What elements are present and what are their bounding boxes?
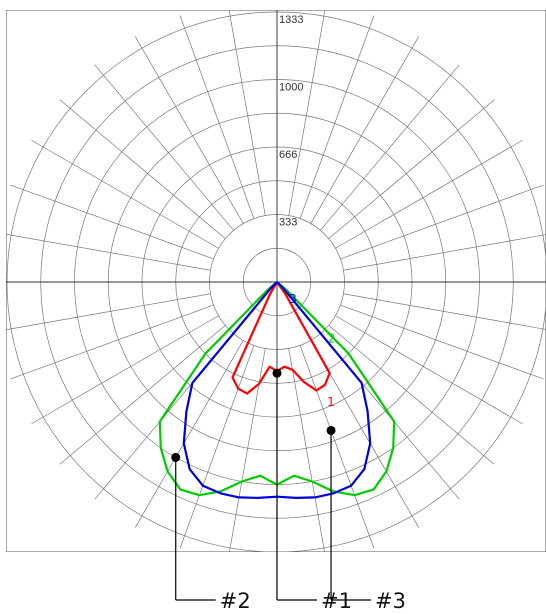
- grid-spoke: [59, 99, 226, 239]
- grid-spoke: [340, 304, 544, 380]
- grid-spoke: [59, 325, 226, 465]
- grid-spoke: [179, 15, 255, 219]
- curve-tag-1: 1: [327, 395, 335, 409]
- curve-tag-2: 2: [328, 332, 336, 346]
- callout-label: #3: [375, 589, 406, 613]
- curve-1: [231, 281, 331, 395]
- grid-spoke: [335, 315, 523, 425]
- radial-tick-label: 1000: [279, 82, 303, 94]
- grid-spoke: [343, 293, 546, 330]
- radial-tick-label: 666: [279, 149, 297, 161]
- callout-label: #2: [220, 589, 251, 613]
- grid-spoke: [310, 36, 420, 224]
- grid-spoke: [6, 293, 211, 331]
- grid-spoke: [288, 10, 326, 216]
- grid-spoke: [179, 345, 255, 549]
- grid-spoke: [328, 325, 495, 465]
- grid-spoke: [299, 15, 375, 219]
- grid-spoke: [134, 36, 244, 224]
- radial-tick-labels: 333 1000 666 1333: [279, 14, 303, 229]
- grid-spoke: [288, 348, 325, 552]
- radial-tick-label: 333: [279, 217, 297, 229]
- radial-tick-label: 1333: [279, 14, 303, 26]
- grid-spoke: [340, 184, 544, 260]
- grid-spoke: [328, 99, 495, 239]
- grid-spoke: [228, 10, 266, 216]
- grid-spoke: [320, 64, 460, 231]
- callout-label: #1: [321, 589, 352, 613]
- grid-spoke: [31, 139, 219, 249]
- grid-spoke: [31, 315, 219, 425]
- plot-frame: [6, 10, 546, 552]
- grid-spoke: [10, 304, 214, 380]
- polar-grid: [6, 10, 546, 552]
- grid-spoke: [299, 345, 375, 549]
- grid-spoke: [134, 340, 244, 528]
- curve-tag-3: 3: [289, 292, 297, 306]
- grid-spoke: [343, 234, 546, 271]
- grid-spoke: [94, 64, 234, 231]
- grid-spoke: [10, 184, 214, 260]
- curve-tags: 1 2 3: [289, 292, 335, 409]
- callouts: #1 #2 #3: [171, 368, 406, 613]
- grid-spoke: [6, 233, 211, 271]
- grid-spoke: [335, 139, 523, 249]
